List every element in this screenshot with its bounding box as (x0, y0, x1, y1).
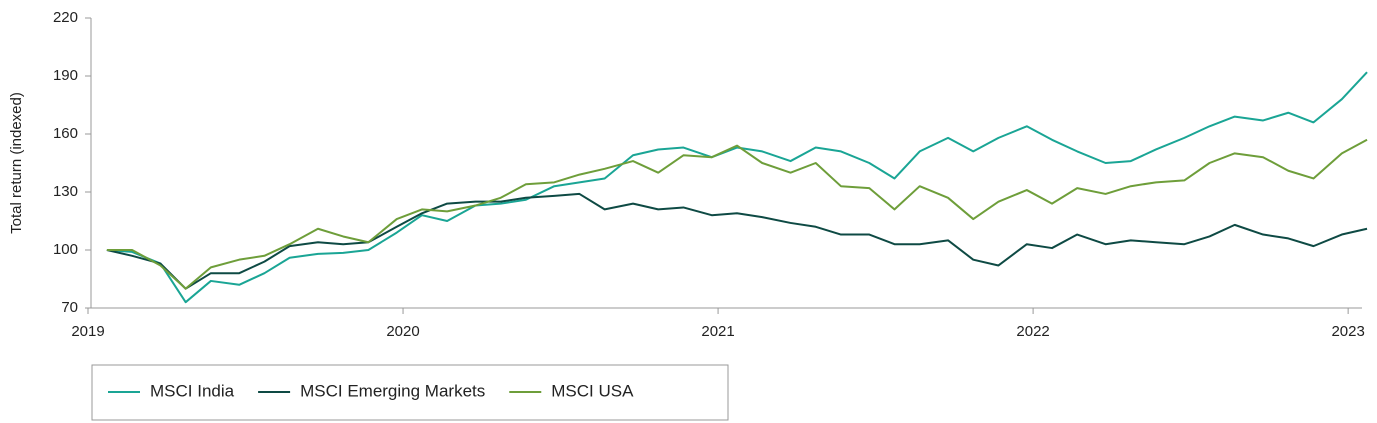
y-tick-label: 70 (61, 299, 78, 316)
y-axis-label: Total return (indexed) (8, 92, 25, 234)
y-tick-label: 190 (53, 67, 78, 84)
legend-label: MSCI Emerging Markets (300, 381, 485, 400)
series-line (106, 71, 1368, 304)
series-line (106, 138, 1368, 290)
series-line (106, 192, 1368, 290)
y-tick-label: 130 (53, 183, 78, 200)
y-tick-label: 100 (53, 241, 78, 258)
legend (91, 364, 729, 421)
x-tick-label: 2023 (1331, 323, 1364, 340)
x-tick-label: 2022 (1016, 323, 1049, 340)
x-tick-label: 2019 (71, 323, 104, 340)
legend-label: MSCI USA (551, 381, 634, 400)
y-tick-label: 160 (53, 125, 78, 142)
x-tick-label: 2021 (701, 323, 734, 340)
legend-label: MSCI India (150, 381, 235, 400)
y-tick-label: 220 (53, 9, 78, 26)
x-tick-label: 2020 (386, 323, 419, 340)
